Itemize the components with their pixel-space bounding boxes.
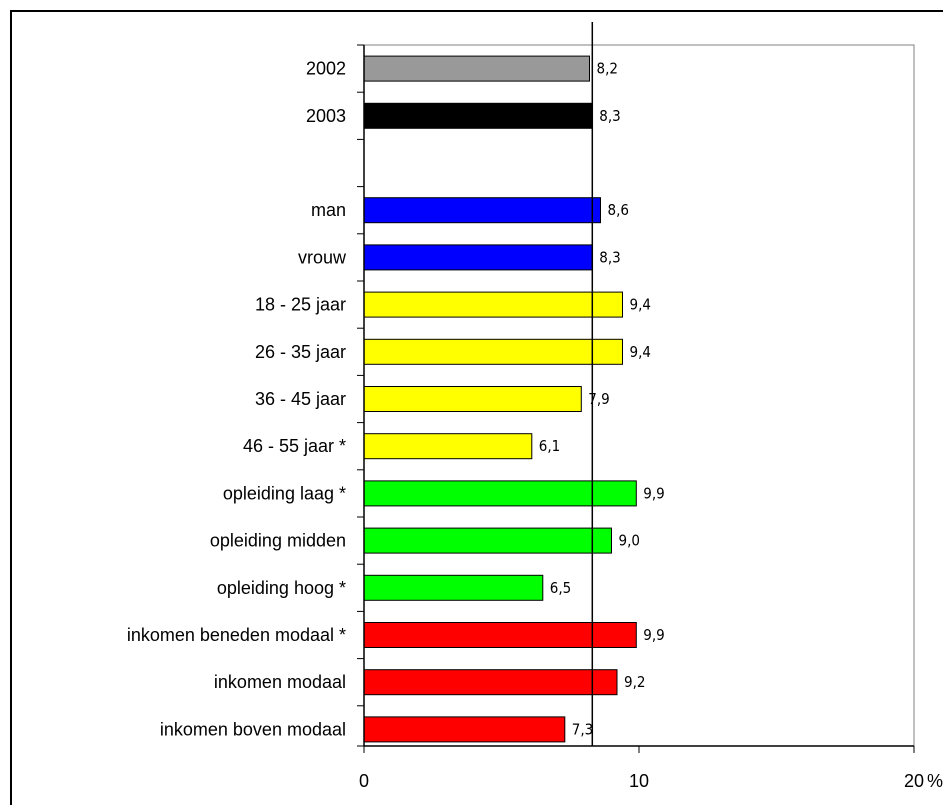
bar xyxy=(363,433,533,460)
data-label: 9,9 xyxy=(643,484,664,502)
category-label: inkomen modaal xyxy=(214,672,346,692)
bar xyxy=(363,386,582,412)
plot-area-border xyxy=(364,44,915,746)
category-label: inkomen beneden modaal * xyxy=(127,625,346,645)
x-tick-label: 0 xyxy=(359,771,369,791)
data-label: 8,3 xyxy=(599,107,620,125)
category-label: 2003 xyxy=(306,106,346,126)
category-label: vrouw xyxy=(298,247,347,267)
category-label: opleiding laag * xyxy=(223,483,346,503)
data-label: 9,9 xyxy=(643,626,664,644)
data-label: 8,3 xyxy=(599,248,620,266)
bar xyxy=(363,291,623,318)
category-label: 36 - 45 jaar xyxy=(255,389,346,409)
data-label: 7,3 xyxy=(572,720,593,738)
data-label: 9,2 xyxy=(624,673,645,691)
category-label: 46 - 55 jaar * xyxy=(243,436,346,456)
category-label: inkomen boven modaal xyxy=(160,719,346,739)
category-label: 18 - 25 jaar xyxy=(255,295,346,315)
bar xyxy=(363,527,612,554)
bar xyxy=(363,622,637,648)
category-label: 2002 xyxy=(306,59,346,79)
bar xyxy=(363,669,618,696)
bar xyxy=(363,480,637,507)
data-label: 9,0 xyxy=(619,532,640,550)
data-label: 7,9 xyxy=(588,390,609,408)
bar xyxy=(363,244,593,271)
data-label: 8,6 xyxy=(608,201,629,219)
data-label: 9,4 xyxy=(630,343,651,361)
bar xyxy=(363,338,623,365)
bar xyxy=(363,574,544,601)
category-label: man xyxy=(311,200,346,220)
bar xyxy=(363,55,590,82)
data-label: 8,2 xyxy=(597,60,618,78)
x-tick-label: 10 xyxy=(629,771,649,791)
category-label: 26 - 35 jaar xyxy=(255,342,346,362)
bar xyxy=(363,197,601,224)
data-label: 6,1 xyxy=(539,437,560,455)
category-label: opleiding hoog * xyxy=(217,578,346,598)
category-label: opleiding midden xyxy=(210,531,346,551)
bar xyxy=(363,102,593,129)
bar xyxy=(363,716,566,743)
data-label: 6,5 xyxy=(550,579,571,597)
data-label: 9,4 xyxy=(630,296,651,314)
x-tick-label: 20 xyxy=(904,771,924,791)
x-axis-unit: % xyxy=(927,771,943,791)
